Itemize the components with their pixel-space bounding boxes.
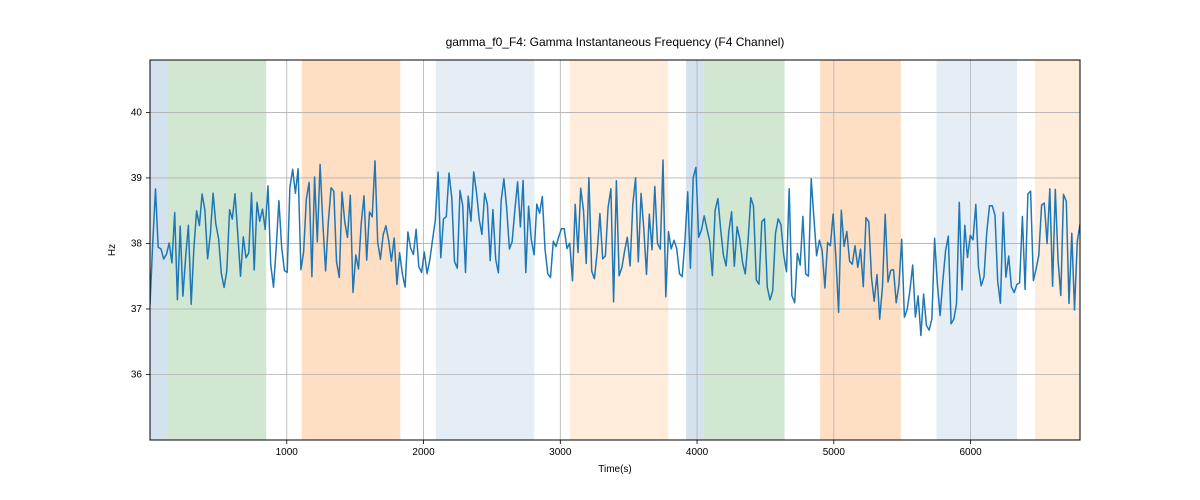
region-band <box>302 60 400 440</box>
chart-title: gamma_f0_F4: Gamma Instantaneous Frequen… <box>446 35 785 49</box>
chart-container: 1000 2000 3000 4000 5000 6000 36 37 38 39 40 Time(s… <box>0 0 1200 500</box>
x-tick-label: 2000 <box>412 447 435 458</box>
y-tick-label: 38 <box>131 238 143 249</box>
x-axis-label: Time(s) <box>598 464 632 475</box>
region-band <box>168 60 266 440</box>
y-tick-label: 39 <box>131 173 143 184</box>
region-band <box>436 60 534 440</box>
region-band <box>704 60 785 440</box>
y-tick-label: 37 <box>131 304 143 315</box>
x-tick-label: 4000 <box>686 447 709 458</box>
x-tick-label: 5000 <box>823 447 846 458</box>
y-tick-label: 36 <box>131 369 143 380</box>
line-chart: 1000 2000 3000 4000 5000 6000 36 37 38 39 40 Time(s… <box>0 0 1200 500</box>
region-band <box>686 60 704 440</box>
x-tick-label: 1000 <box>276 447 299 458</box>
y-axis-label: Hz <box>107 244 118 256</box>
y-tick-label: 40 <box>131 107 143 118</box>
x-tick-label: 6000 <box>959 447 982 458</box>
x-tick-label: 3000 <box>549 447 572 458</box>
